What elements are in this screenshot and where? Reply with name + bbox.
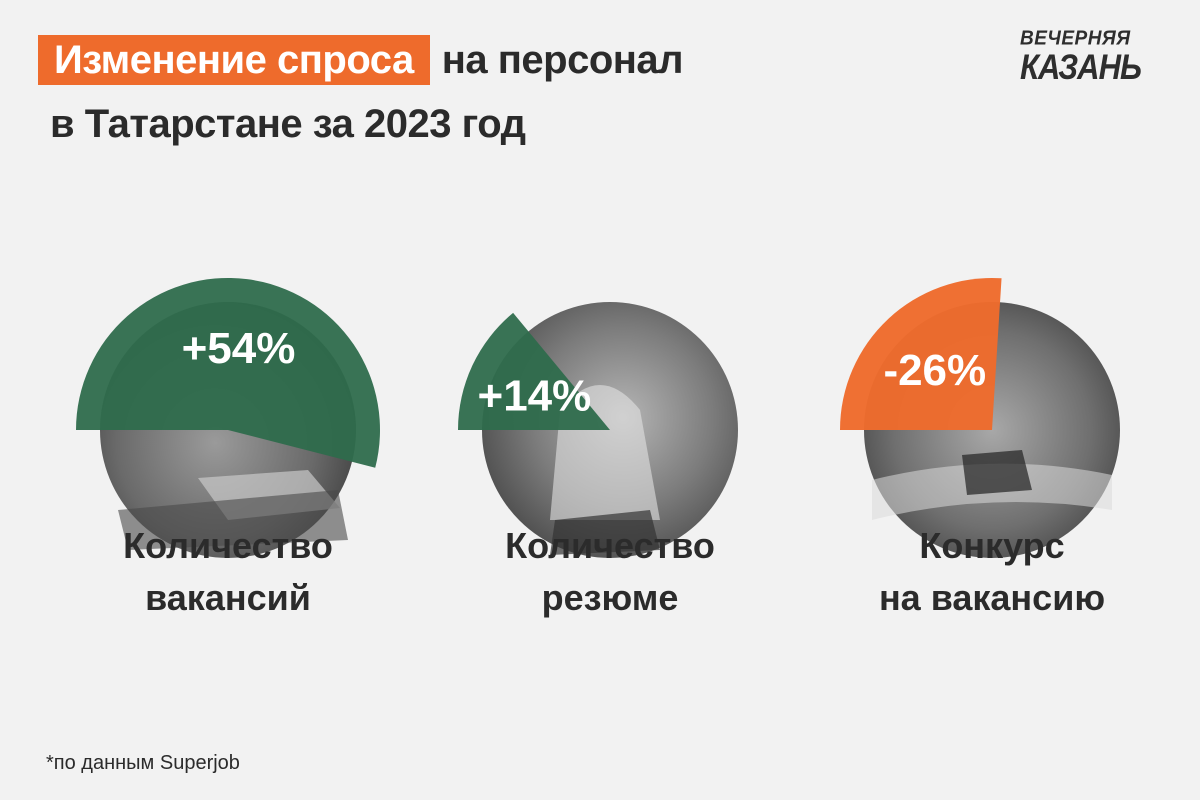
logo-line-1: ВЕЧЕРНЯЯ [1020,27,1131,50]
infographic-title: Изменение спроса на персонал в Татарстан… [38,30,684,154]
stat-chart-vacancies: +54% [76,277,381,558]
logo-line-2: КАЗАНЬ [1020,46,1142,87]
stat-card-vacancies: +54% Количество вакансий [76,210,381,620]
stat-card-resumes: +14% Количество резюме [458,210,760,620]
title-rest: на персонал [441,38,684,82]
stat-label: Конкурс на вакансию [842,520,1142,624]
value-label: +14% [478,371,592,420]
stat-chart-resumes: +14% [458,302,738,558]
title-highlight: Изменение спроса [38,35,430,85]
value-label: +54% [182,324,296,373]
value-sector [76,277,381,468]
stat-chart-competition: -26% [840,278,1120,558]
vechernyaya-kazan-logo: ВЕЧЕРНЯЯ КАЗАНЬ [1020,27,1158,87]
stat-label: Количество резюме [460,520,760,624]
stat-label-line-2: на вакансию [878,577,1106,618]
laptop-shape [962,450,1032,495]
desk-shape [118,490,348,550]
stat-label-line-1: Количество [505,525,715,566]
title-line-1: Изменение спроса на персонал [38,30,684,90]
stat-label-line-1: Конкурс [919,525,1065,566]
stat-card-competition: -26% Конкурс на вакансию [840,210,1142,620]
source-footnote: *по данным Superjob [46,752,240,774]
value-label: -26% [883,346,986,395]
stat-label-line-2: вакансий [145,577,311,618]
chair-shape [550,510,660,555]
stat-label-line-2: резюме [541,577,679,618]
value-sector [840,278,1002,430]
stat-label-line-1: Количество [123,525,333,566]
value-sector [458,312,610,430]
title-line-2: в Татарстане за 2023 год [50,102,526,146]
stat-label: Количество вакансий [78,520,378,624]
